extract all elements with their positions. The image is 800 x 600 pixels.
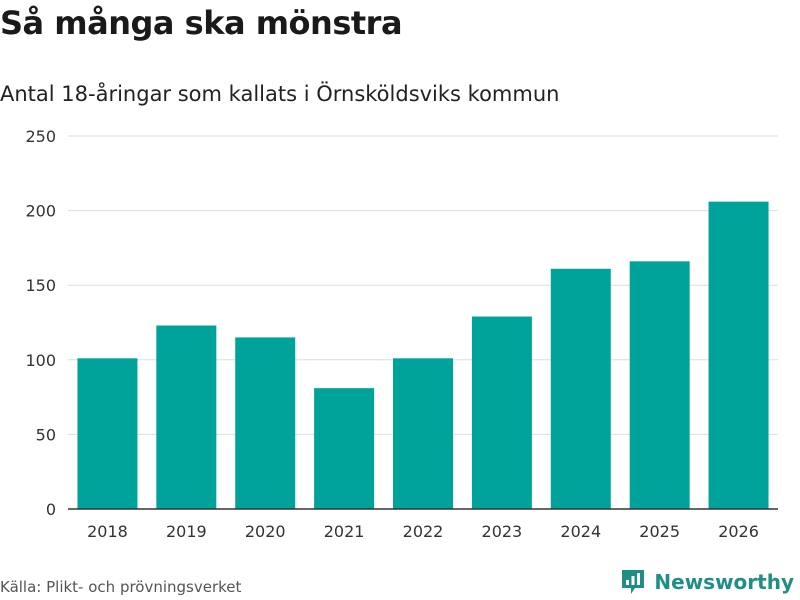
- bar-2019: [156, 325, 217, 509]
- chart-title: Så många ska mönstra: [0, 4, 403, 42]
- x-tick-label: 2024: [560, 522, 601, 541]
- x-tick-label: 2019: [166, 522, 207, 541]
- bar-2022: [393, 358, 453, 509]
- x-tick-label: 2026: [718, 522, 759, 541]
- bar-2023: [471, 316, 532, 509]
- bar-2026: [708, 201, 769, 509]
- x-tick-label: 2023: [482, 522, 523, 541]
- brand-logo: Newsworthy: [620, 568, 794, 596]
- bar-2024: [550, 268, 611, 509]
- x-tick-label: 2021: [324, 522, 365, 541]
- y-tick-label: 100: [25, 351, 56, 370]
- y-tick-label: 0: [46, 500, 56, 519]
- y-tick-label: 250: [25, 127, 56, 146]
- y-tick-label: 200: [25, 202, 56, 221]
- bar-2018: [77, 358, 138, 509]
- brand-name: Newsworthy: [654, 570, 794, 594]
- y-tick-label: 150: [25, 276, 56, 295]
- bar-chart: 0 50 100 150 200 250 2018 2019 2020 2021 2022 2023 2…: [25, 127, 778, 541]
- x-tick-label: 2018: [87, 522, 128, 541]
- y-tick-label: 50: [36, 425, 56, 444]
- newsworthy-logo-icon: [622, 570, 645, 594]
- bar-2025: [629, 261, 690, 509]
- bar-2021: [314, 388, 375, 509]
- chart-subtitle: Antal 18-åringar som kallats i Örnskölds…: [0, 82, 560, 106]
- x-tick-label: 2020: [245, 522, 286, 541]
- bar-2020: [235, 337, 296, 509]
- source-note: Källa: Plikt- och prövningsverket: [0, 578, 242, 596]
- x-tick-label: 2022: [403, 522, 444, 541]
- x-tick-label: 2025: [639, 522, 680, 541]
